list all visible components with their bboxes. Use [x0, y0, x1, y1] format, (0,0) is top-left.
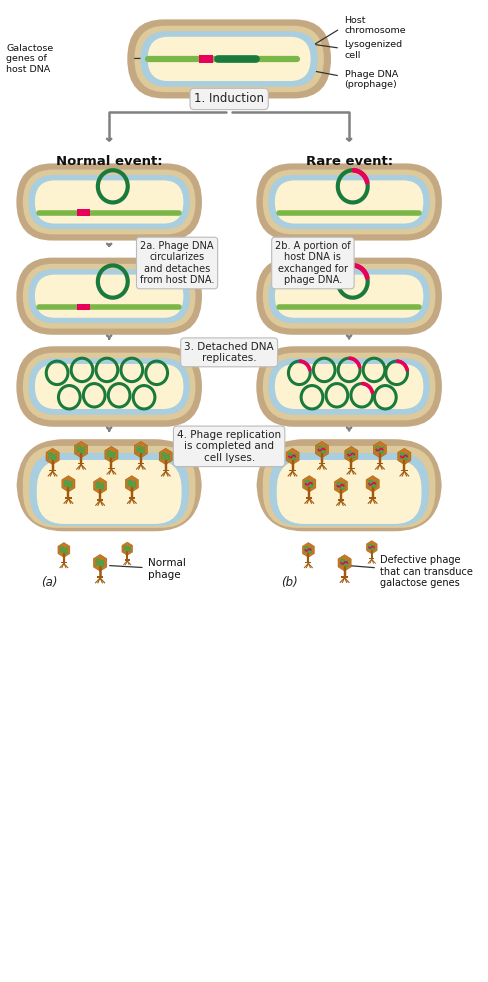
Text: 3. Detached DNA
replicates.: 3. Detached DNA replicates.: [184, 342, 274, 363]
Polygon shape: [46, 448, 59, 464]
FancyBboxPatch shape: [256, 257, 442, 335]
Polygon shape: [338, 555, 351, 572]
FancyBboxPatch shape: [17, 347, 202, 427]
FancyBboxPatch shape: [17, 257, 202, 335]
Text: 1. Induction: 1. Induction: [194, 92, 264, 105]
Bar: [65, 497, 72, 499]
Bar: [77, 303, 90, 310]
Bar: [129, 497, 135, 499]
FancyBboxPatch shape: [23, 264, 196, 329]
Polygon shape: [94, 477, 107, 494]
FancyBboxPatch shape: [275, 275, 424, 318]
Bar: [289, 469, 296, 471]
FancyBboxPatch shape: [35, 364, 183, 409]
FancyBboxPatch shape: [275, 364, 424, 409]
FancyBboxPatch shape: [28, 269, 190, 323]
FancyBboxPatch shape: [277, 460, 422, 524]
Text: 2a. Phage DNA
circularizes
and detaches
from host DNA.: 2a. Phage DNA circularizes and detaches …: [140, 241, 214, 286]
Text: (b): (b): [281, 576, 298, 589]
FancyBboxPatch shape: [17, 439, 202, 531]
Bar: [306, 497, 312, 499]
FancyBboxPatch shape: [268, 175, 430, 229]
FancyBboxPatch shape: [28, 358, 190, 414]
Bar: [199, 55, 213, 63]
FancyBboxPatch shape: [268, 358, 430, 414]
Bar: [319, 463, 325, 464]
Bar: [61, 562, 67, 564]
Bar: [138, 463, 144, 464]
Polygon shape: [366, 540, 377, 554]
Polygon shape: [75, 442, 88, 458]
Polygon shape: [334, 477, 347, 494]
FancyBboxPatch shape: [127, 20, 331, 98]
Bar: [401, 469, 407, 471]
Text: 2b. A portion of
host DNA is
exchanged for
phage DNA.: 2b. A portion of host DNA is exchanged f…: [275, 241, 351, 286]
Text: Lysogenized
cell: Lysogenized cell: [345, 40, 403, 60]
FancyBboxPatch shape: [23, 170, 196, 235]
FancyBboxPatch shape: [269, 453, 429, 526]
Bar: [97, 576, 103, 578]
Polygon shape: [345, 447, 358, 463]
Bar: [124, 560, 130, 561]
Polygon shape: [315, 442, 328, 458]
FancyBboxPatch shape: [263, 446, 435, 528]
Bar: [338, 499, 344, 501]
FancyBboxPatch shape: [268, 269, 430, 323]
Bar: [369, 497, 376, 499]
Polygon shape: [303, 475, 316, 492]
Bar: [377, 463, 383, 464]
FancyBboxPatch shape: [256, 347, 442, 427]
Polygon shape: [134, 442, 147, 458]
FancyBboxPatch shape: [17, 163, 202, 241]
FancyBboxPatch shape: [134, 26, 324, 92]
Polygon shape: [125, 475, 139, 492]
FancyBboxPatch shape: [23, 446, 196, 528]
FancyBboxPatch shape: [256, 163, 442, 241]
Text: Normal
phage: Normal phage: [110, 558, 185, 579]
FancyBboxPatch shape: [28, 175, 190, 229]
Polygon shape: [159, 448, 172, 464]
Polygon shape: [62, 475, 75, 492]
Bar: [97, 499, 103, 501]
Polygon shape: [122, 542, 133, 556]
Bar: [78, 463, 84, 464]
Bar: [348, 467, 355, 469]
Polygon shape: [366, 475, 379, 492]
FancyBboxPatch shape: [141, 31, 318, 86]
Polygon shape: [286, 448, 299, 464]
Text: Galactose
genes of
host DNA: Galactose genes of host DNA: [6, 44, 54, 74]
Text: Defective phage
that can transduce
galactose genes: Defective phage that can transduce galac…: [349, 555, 473, 588]
Polygon shape: [105, 447, 118, 463]
Text: (a): (a): [41, 576, 58, 589]
Bar: [369, 558, 374, 560]
Text: Rare event:: Rare event:: [305, 155, 393, 168]
Polygon shape: [58, 542, 70, 558]
FancyBboxPatch shape: [263, 170, 435, 235]
Bar: [108, 467, 115, 469]
FancyBboxPatch shape: [37, 460, 182, 524]
FancyBboxPatch shape: [148, 36, 311, 82]
Bar: [77, 209, 90, 216]
Polygon shape: [93, 555, 107, 572]
FancyBboxPatch shape: [256, 439, 442, 531]
FancyBboxPatch shape: [275, 181, 424, 224]
FancyBboxPatch shape: [35, 275, 183, 318]
Polygon shape: [398, 448, 411, 464]
Text: Phage DNA
(prophage): Phage DNA (prophage): [345, 70, 398, 89]
Bar: [163, 469, 169, 471]
Bar: [342, 576, 348, 577]
FancyBboxPatch shape: [29, 453, 189, 526]
Text: Normal event:: Normal event:: [56, 155, 163, 168]
Bar: [49, 469, 56, 471]
Polygon shape: [373, 442, 386, 458]
Text: 4. Phage replication
is completed and
cell lyses.: 4. Phage replication is completed and ce…: [177, 430, 281, 463]
FancyBboxPatch shape: [263, 353, 435, 420]
FancyBboxPatch shape: [35, 181, 183, 224]
Text: Host
chromosome: Host chromosome: [345, 16, 406, 35]
Polygon shape: [303, 542, 314, 558]
FancyBboxPatch shape: [23, 353, 196, 420]
Bar: [305, 562, 311, 564]
FancyBboxPatch shape: [263, 264, 435, 329]
